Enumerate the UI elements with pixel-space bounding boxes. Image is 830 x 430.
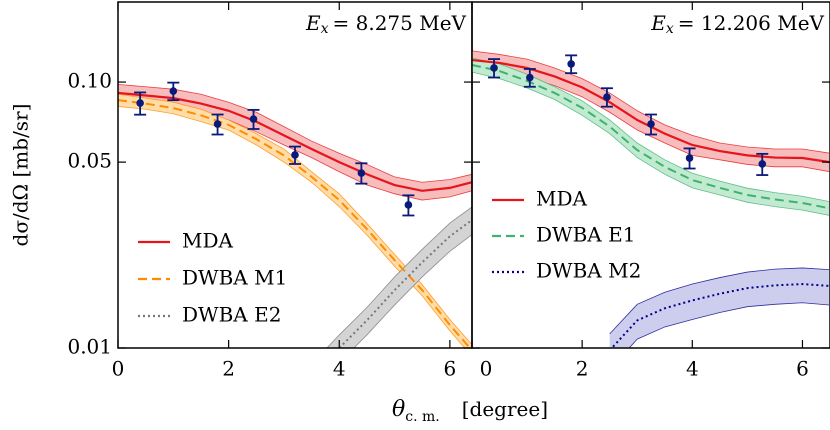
band-edge xyxy=(326,206,472,348)
curve xyxy=(610,283,829,348)
band-edge xyxy=(628,302,829,348)
band-edge xyxy=(118,83,472,183)
data-point xyxy=(357,169,366,177)
y-tick-label: 0.05 xyxy=(67,149,112,173)
data-point xyxy=(249,115,258,123)
x-label-subscript: c. m. xyxy=(405,409,439,425)
x-tick-label: 2 xyxy=(576,357,589,381)
x-tick-label: 4 xyxy=(686,357,699,381)
x-tick-label: 0 xyxy=(112,357,125,381)
legend-label: DWBA M1 xyxy=(182,266,287,290)
axes-frame xyxy=(471,1,830,349)
uncertainty-band xyxy=(472,50,829,172)
uncertainty-band xyxy=(472,58,829,216)
data-point xyxy=(213,120,222,128)
curve xyxy=(472,63,829,210)
x-label-unit: [degree] xyxy=(462,397,548,421)
annotation-text: = 12.206 MeV xyxy=(678,11,825,35)
annotation-symbol: E xyxy=(305,11,321,35)
annotation-symbol: E xyxy=(650,11,666,35)
data-point xyxy=(490,64,498,72)
data-point xyxy=(758,160,767,168)
band-edge xyxy=(118,105,466,348)
legend-label: MDA xyxy=(536,187,588,211)
legend-label: DWBA M2 xyxy=(536,259,641,283)
x-axis-label: θc. m. [degree] xyxy=(392,397,548,426)
data-point xyxy=(685,154,694,162)
x-tick-label: 6 xyxy=(444,357,457,381)
y-axis-label: dσ/dΩ [mb/sr] xyxy=(9,104,33,247)
legend-label: MDA xyxy=(182,229,234,253)
annotation-subscript: x xyxy=(321,21,329,37)
band-edge xyxy=(353,234,472,348)
band-edge xyxy=(118,93,472,345)
y-tick-label: 0.01 xyxy=(67,335,112,359)
plot-area xyxy=(472,50,829,348)
data-point xyxy=(169,87,178,95)
data-point xyxy=(136,99,144,107)
y-tick-label: 0.10 xyxy=(67,69,112,93)
annotation-subscript: x xyxy=(666,21,674,37)
band-edge xyxy=(609,267,829,335)
x-tick-label: 4 xyxy=(333,357,346,381)
x-tick-label: 2 xyxy=(222,357,235,381)
plot-area xyxy=(118,81,472,348)
x-label-symbol: θ xyxy=(392,397,405,422)
curve xyxy=(118,91,472,192)
data-point xyxy=(567,60,575,68)
data-point xyxy=(404,201,413,209)
data-point xyxy=(526,73,534,82)
annotation: Ex = 8.275 MeV xyxy=(305,11,467,38)
axes-frame xyxy=(117,1,473,349)
annotation: Ex = 12.206 MeV xyxy=(650,11,824,38)
legend-label: DWBA E2 xyxy=(182,303,281,327)
curve xyxy=(118,99,472,348)
uncertainty-band xyxy=(326,206,472,348)
data-point xyxy=(291,151,299,159)
legend-label: DWBA E1 xyxy=(536,223,635,247)
data-point xyxy=(647,120,655,128)
x-tick-label: 0 xyxy=(480,357,493,381)
annotation-text: = 8.275 MeV xyxy=(333,11,467,35)
x-tick-label: 6 xyxy=(796,357,809,381)
band-edge xyxy=(472,71,829,216)
data-point xyxy=(603,93,611,101)
uncertainty-band xyxy=(609,267,829,348)
